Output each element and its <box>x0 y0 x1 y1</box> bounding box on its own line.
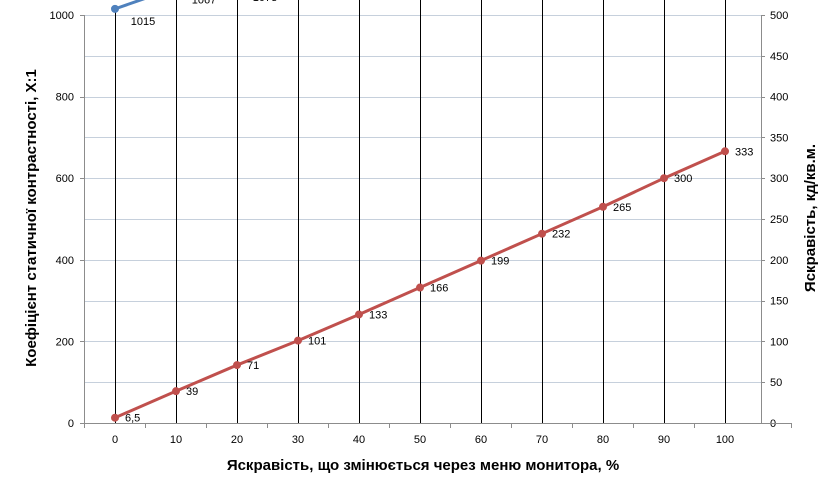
x-tick-label: 80 <box>597 434 609 446</box>
brightness-point <box>355 310 363 319</box>
y-axis-title: Коефіцієнт статичної контрастності, Х:1 <box>23 69 40 367</box>
y2-tick-label: 350 <box>770 132 788 144</box>
brightness-point <box>721 147 729 156</box>
y2-tick-label: 150 <box>770 296 788 308</box>
y-tick-label: 600 <box>56 173 74 185</box>
y-tick-label: 1000 <box>50 10 74 22</box>
brightness-point <box>660 174 668 183</box>
x-tick-label: 40 <box>353 434 365 446</box>
brightness-point <box>599 202 607 211</box>
brightness-point <box>233 361 241 370</box>
y-tick-label: 200 <box>56 336 74 348</box>
contrast-data-label: 1067 <box>192 0 216 7</box>
x-tick-label: 30 <box>292 434 304 446</box>
x-tick-label: 60 <box>475 434 487 446</box>
brightness-data-label: 101 <box>308 336 326 348</box>
brightness-data-label: 39 <box>186 386 198 398</box>
y-tick-label: 0 <box>68 418 74 430</box>
y2-tick-label: 300 <box>770 173 788 185</box>
x-tick-label: 50 <box>414 434 426 446</box>
brightness-data-label: 265 <box>613 202 631 214</box>
brightness-data-label: 133 <box>369 309 387 321</box>
y2-tick-label: 400 <box>770 92 788 104</box>
y-tick-label: 800 <box>56 92 74 104</box>
contrast-data-label: 1015 <box>131 16 155 28</box>
brightness-point <box>111 413 119 422</box>
x-tick-label: 90 <box>658 434 670 446</box>
brightness-data-label: 71 <box>247 360 259 372</box>
y2-tick-label: 100 <box>770 336 788 348</box>
brightness-data-label: 232 <box>552 229 570 241</box>
contrast-data-label: 1081 <box>680 0 704 1</box>
brightness-point <box>477 256 485 265</box>
gridlines <box>84 15 761 383</box>
x-tick-label: 10 <box>170 434 182 446</box>
y2-axis-title: Яскравість, кд/кв.м. <box>802 144 819 292</box>
y2-tick-label: 50 <box>770 377 782 389</box>
brightness-data-label: 333 <box>735 146 753 158</box>
brightness-data-label: 300 <box>674 173 692 185</box>
x-tick-label: 100 <box>716 434 734 446</box>
brightness-point <box>416 283 424 292</box>
x-tick-label: 70 <box>536 434 548 446</box>
brightness-data-label: 6,5 <box>125 413 140 425</box>
brightness-point <box>538 229 546 238</box>
data-labels: 1015106710731086108610851085108410831081… <box>125 0 753 425</box>
y2-tick-label: 200 <box>770 255 788 267</box>
brightness-point <box>172 387 180 396</box>
x-axis-title: Яскравість, що змінюється через меню мон… <box>227 457 619 474</box>
contrast-point <box>111 4 119 13</box>
y2-tick-label: 500 <box>770 10 788 22</box>
axes: 0 200 400 600 800 1000 0 50 100 150 200 250 300 350 40… <box>50 10 792 446</box>
series-layer <box>111 0 729 422</box>
y2-tick-label: 450 <box>770 51 788 63</box>
x-tick-label: 20 <box>231 434 243 446</box>
y-tick-label: 400 <box>56 255 74 267</box>
contrast-data-label: 1073 <box>253 0 277 4</box>
y2-tick-label: 250 <box>770 214 788 226</box>
brightness-point <box>294 336 302 345</box>
x-tick-label: 0 <box>112 434 118 446</box>
brightness-data-label: 166 <box>430 283 448 295</box>
brightness-data-label: 199 <box>491 256 509 268</box>
drop-lines <box>115 0 726 423</box>
